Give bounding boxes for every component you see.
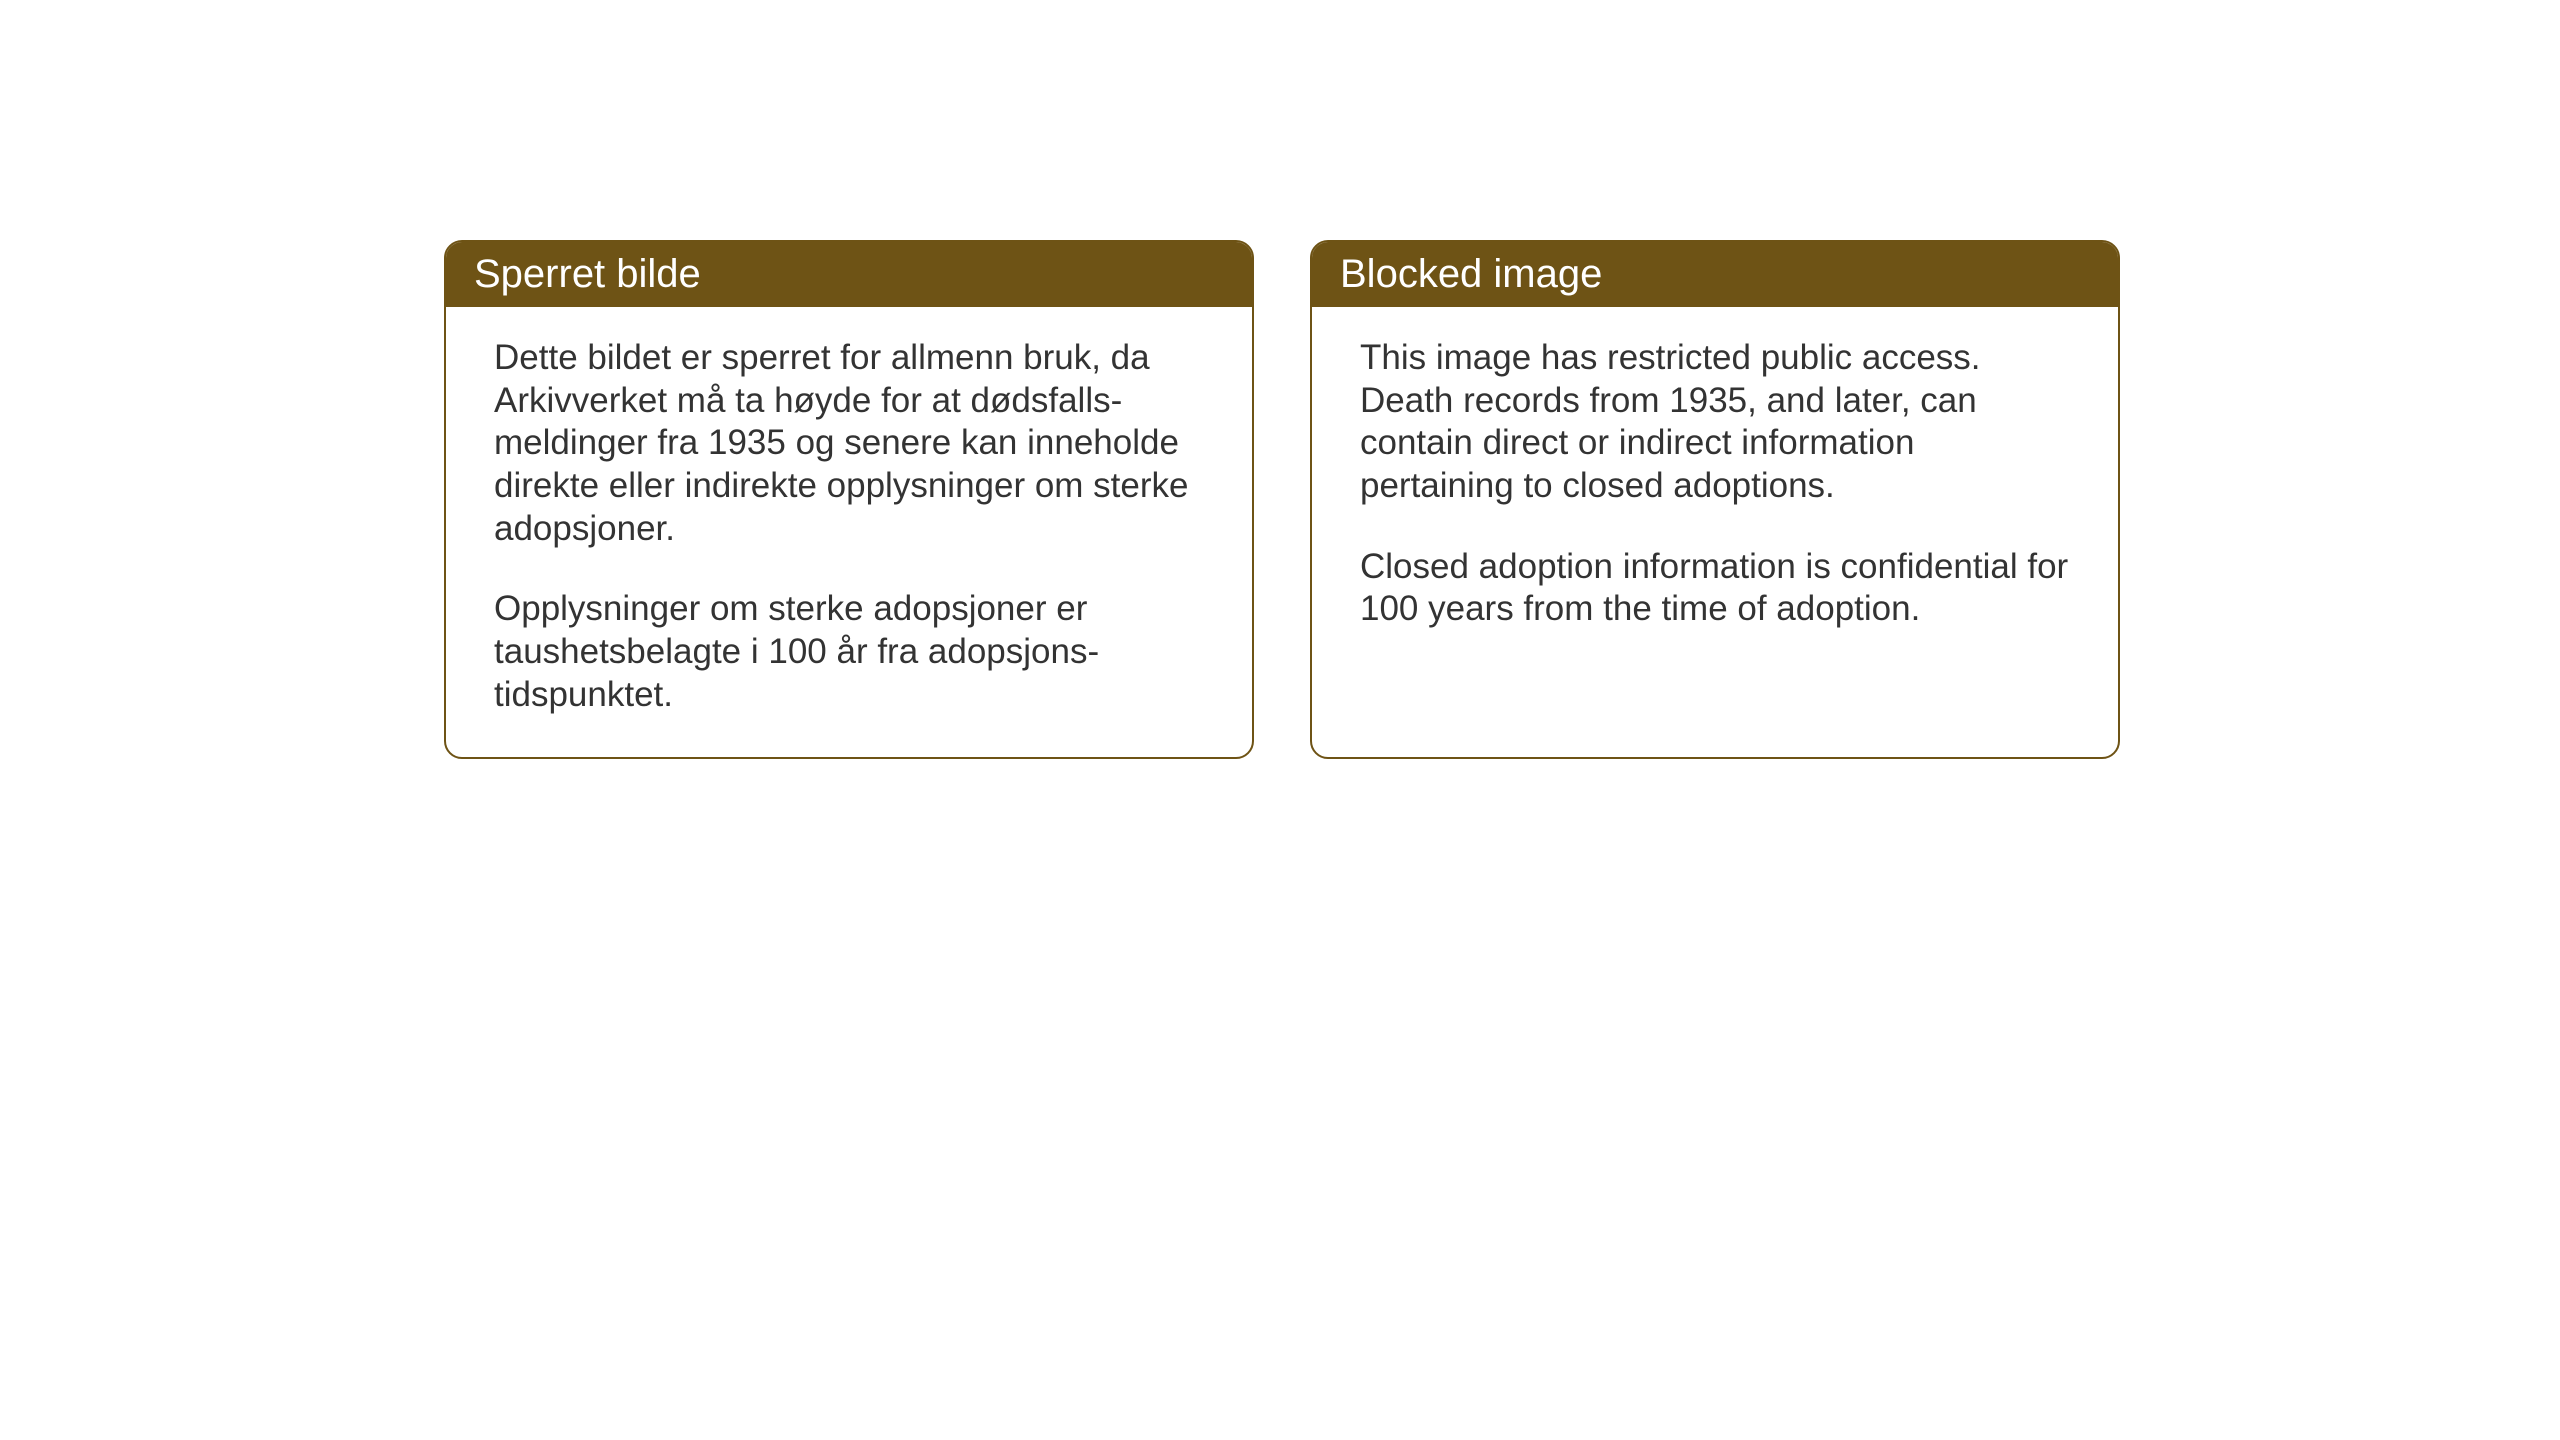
notice-card-english: Blocked image This image has restricted … [1310,240,2120,759]
notice-paragraph: Closed adoption information is confident… [1360,546,2070,631]
notice-body-english: This image has restricted public access.… [1312,307,2118,747]
notice-header-english: Blocked image [1312,242,2118,307]
notice-paragraph: This image has restricted public access.… [1360,337,2070,508]
notice-body-norwegian: Dette bildet er sperret for allmenn bruk… [446,307,1252,757]
notice-card-norwegian: Sperret bilde Dette bildet er sperret fo… [444,240,1254,759]
notice-container: Sperret bilde Dette bildet er sperret fo… [444,240,2120,759]
notice-paragraph: Dette bildet er sperret for allmenn bruk… [494,337,1204,550]
notice-header-norwegian: Sperret bilde [446,242,1252,307]
notice-paragraph: Opplysninger om sterke adopsjoner er tau… [494,588,1204,716]
